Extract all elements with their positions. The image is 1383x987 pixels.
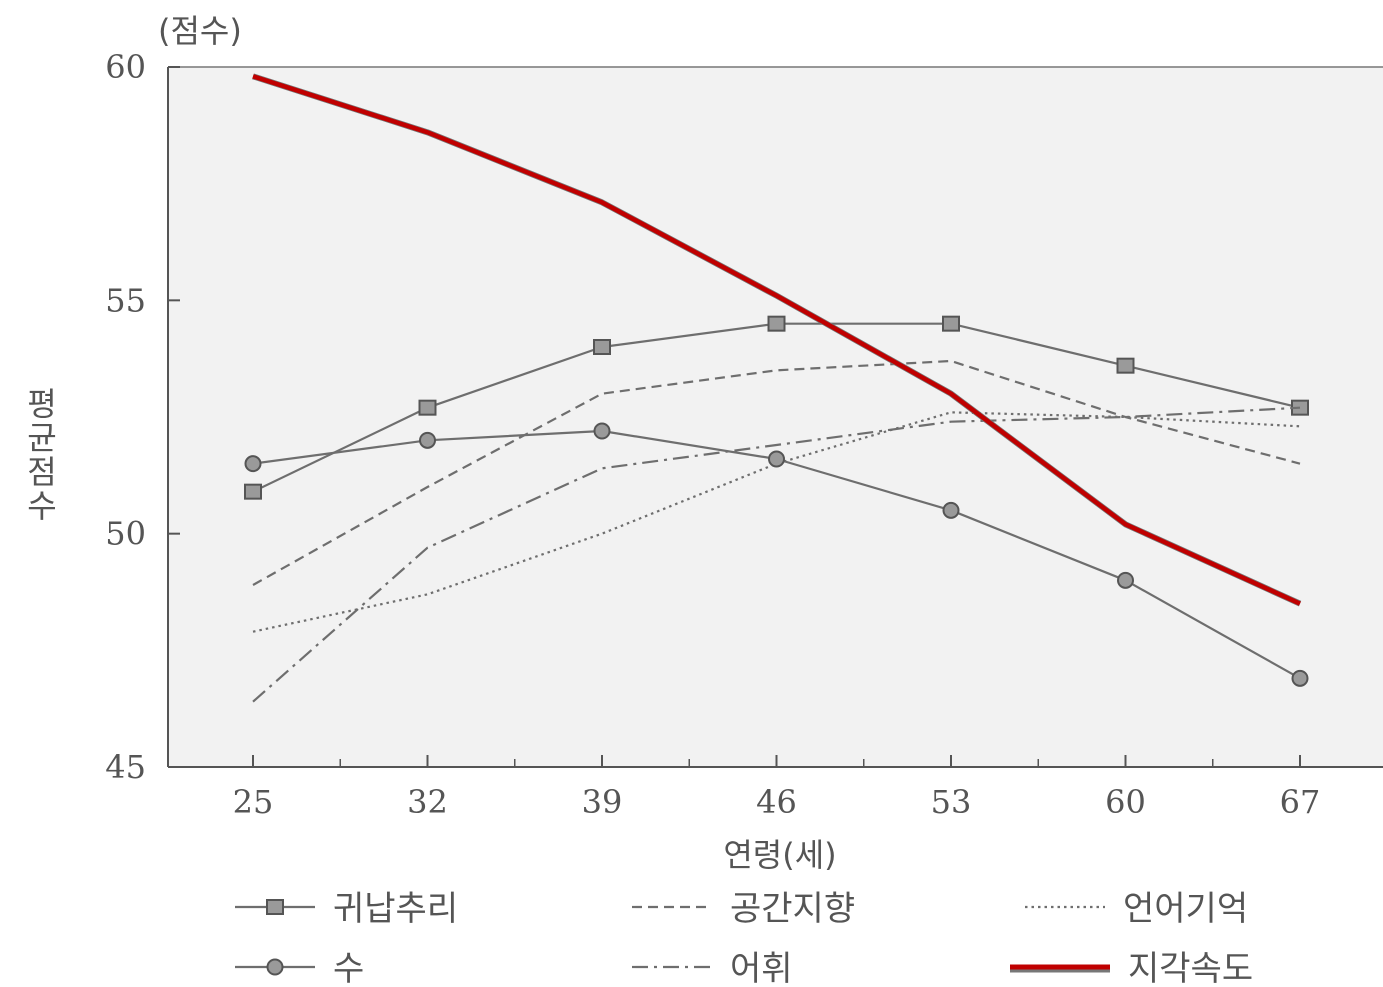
legend-label: 언어기억	[1123, 889, 1248, 929]
y-unit-label: (점수)	[158, 12, 242, 50]
data-point-square	[244, 483, 262, 500]
series-어휘	[252, 406, 1301, 703]
data-point-circle	[244, 455, 262, 473]
series-공간지향	[252, 359, 1301, 586]
legend-label: 어휘	[730, 949, 793, 987]
legend-item: 지각속도	[1010, 949, 1253, 987]
y-tick-label: 45	[105, 748, 146, 786]
legend-label: 지각속도	[1128, 949, 1253, 987]
data-point-square	[767, 315, 786, 332]
data-point-square	[418, 399, 437, 416]
tick-group: 45 50 55 60 25 32 39 46 53 60 67	[105, 48, 1320, 821]
y-tick-label: 55	[105, 281, 146, 319]
series-수	[244, 422, 1309, 687]
x-tick-label: 53	[931, 783, 972, 821]
data-point-circle	[1117, 571, 1134, 589]
x-tick-label: 46	[756, 783, 797, 821]
x-tick-label: 32	[407, 783, 448, 821]
legend-label: 수	[333, 949, 364, 987]
x-tick-label: 25	[233, 783, 274, 821]
y-tick-label: 60	[105, 48, 146, 86]
data-point-circle	[768, 450, 785, 468]
x-tick-label: 67	[1280, 783, 1321, 821]
legend-label: 귀납추리	[333, 889, 458, 929]
data-point-circle	[1291, 669, 1309, 687]
plot-background	[168, 67, 1383, 767]
series-지각속도	[252, 73, 1302, 607]
legend-item: 귀납추리	[235, 889, 458, 929]
legend-item: 수	[235, 949, 364, 987]
data-point-square	[1116, 357, 1135, 374]
x-axis-title: 연령(세)	[723, 836, 836, 874]
x-tick-label: 60	[1105, 783, 1146, 821]
series-line	[252, 359, 1301, 586]
x-tick-label: 39	[582, 783, 623, 821]
series-line	[252, 406, 1301, 703]
data-point-square	[593, 339, 611, 355]
y-tick-label: 50	[105, 515, 146, 553]
y-axis-title: 평균점수	[21, 387, 59, 523]
series-group	[244, 73, 1309, 703]
legend-label: 공간지향	[730, 889, 855, 929]
legend-item: 어휘	[632, 949, 793, 987]
data-point-circle	[593, 422, 611, 440]
legend-item: 언어기억	[1025, 889, 1248, 929]
data-point-circle	[942, 501, 960, 519]
data-point-circle	[419, 431, 436, 449]
series-귀납추리	[244, 315, 1309, 500]
legend-marker-square	[266, 899, 284, 915]
series-line	[252, 74, 1301, 606]
legend-marker-circle	[266, 958, 284, 976]
legend-item: 공간지향	[632, 889, 855, 929]
data-point-square	[942, 315, 960, 332]
